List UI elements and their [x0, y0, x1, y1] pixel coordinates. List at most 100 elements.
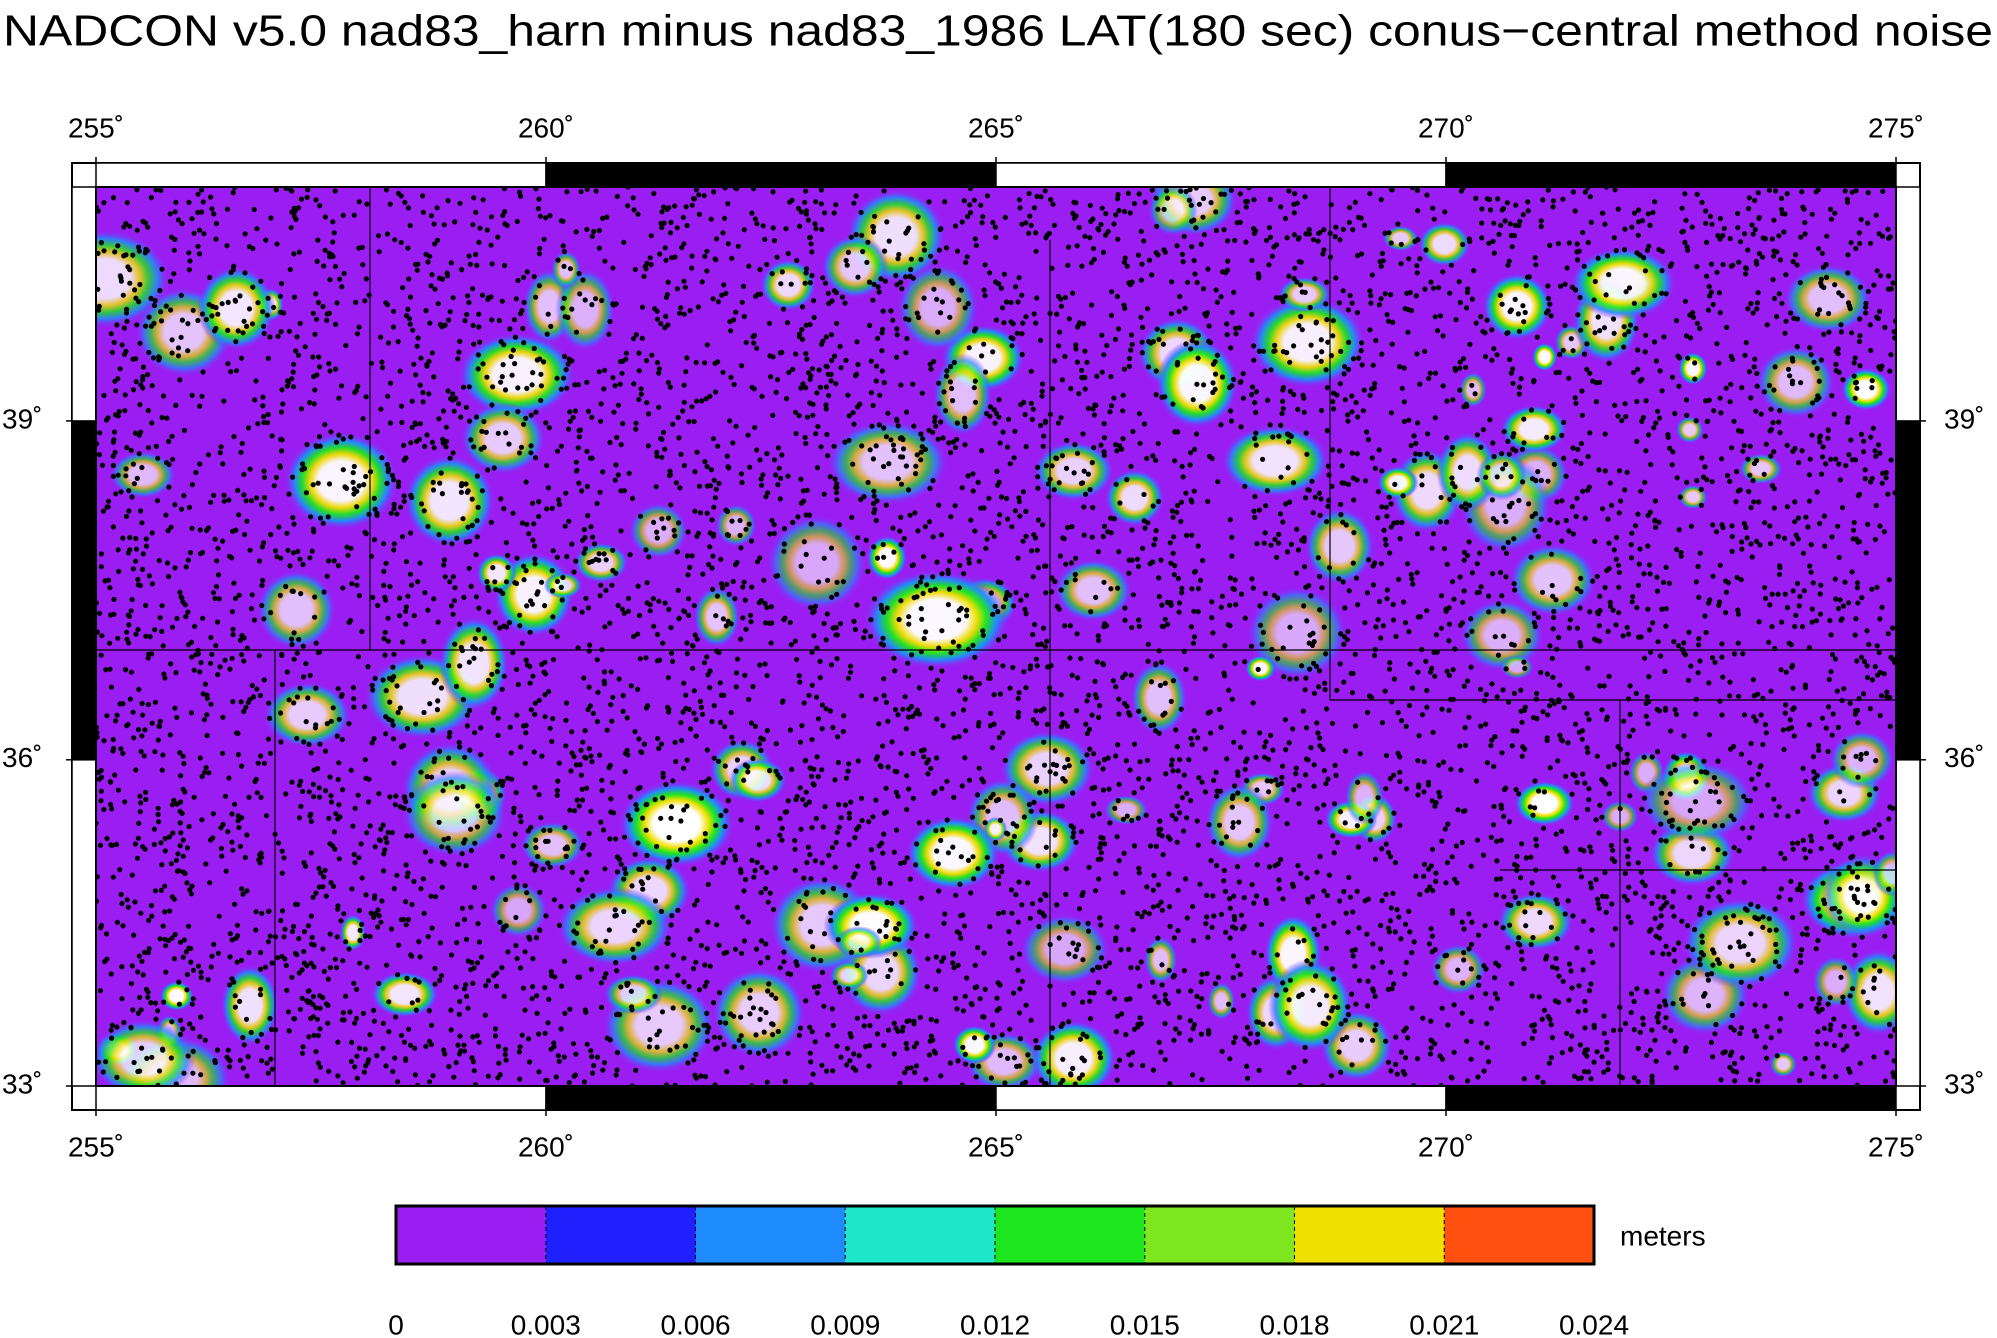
noise-blob: [339, 914, 366, 952]
noise-blob: [897, 263, 979, 352]
noise-blob: [283, 431, 399, 531]
noise-blob: [220, 965, 279, 1046]
noise-blob: [1382, 225, 1419, 252]
station-dots: [96, 187, 1896, 1086]
noise-blob: [1130, 660, 1188, 736]
x-tick-label: 265˚: [968, 112, 1024, 143]
axes: 255˚ 255˚ 260˚ 260˚ 265˚ 265˚ 270˚ 270˚ 275˚ 275˚…: [2, 112, 1984, 1162]
frame-band: [71, 186, 97, 422]
noise-blob: [933, 353, 993, 436]
colorbar-segment: [396, 1206, 546, 1264]
y-tick-label: 36˚: [2, 742, 42, 773]
frame-band: [1895, 186, 1921, 422]
map-border: [95, 186, 1897, 1087]
map-title: NADCON v5.0 nad83_harn minus nad83_1986 …: [3, 7, 1993, 56]
noise-blob: [1418, 221, 1471, 267]
noise-blob: [603, 974, 663, 1015]
noise-blob: [829, 960, 869, 991]
map-area: [96, 187, 1896, 1086]
noise-blob: [263, 681, 351, 748]
noise-blob: [256, 570, 336, 650]
noise-blob: [1054, 558, 1133, 622]
noise-blob: [1344, 769, 1385, 826]
x-tick-label: 255˚: [68, 112, 124, 143]
colorbar-tick-label: 0.018: [1259, 1309, 1329, 1338]
x-tick-label: 270˚: [1418, 1131, 1474, 1162]
x-tick-label: 265˚: [968, 1131, 1024, 1162]
noise-blob: [835, 925, 883, 959]
frame-band: [1445, 1085, 1897, 1111]
frame-band: [1895, 759, 1921, 1087]
colorbar-segment: [1444, 1206, 1594, 1264]
noise-blob: [573, 542, 629, 583]
noise-blob: [1497, 892, 1574, 952]
noise-blob: [1148, 187, 1198, 236]
noise-blob: [1756, 345, 1835, 419]
colorbar-segment: [695, 1206, 846, 1264]
noise-blob: [712, 967, 806, 1059]
colorbar-segment: [1294, 1206, 1445, 1264]
noise-blob: [1812, 955, 1860, 1008]
x-tick-label: 255˚: [68, 1131, 124, 1162]
colorbar-tick-label: 0.012: [960, 1309, 1030, 1338]
colorbar-tick-label: 0.006: [660, 1309, 730, 1338]
noise-blob: [1476, 450, 1528, 501]
noise-blob: [1268, 958, 1353, 1053]
noise-blob: [760, 259, 817, 312]
noise-blob: [109, 450, 176, 499]
x-tick-label: 260˚: [518, 1131, 574, 1162]
noise-blob: [906, 815, 1001, 891]
noise-blob: [1678, 351, 1708, 386]
colorbar-label: meters: [1620, 1220, 1706, 1251]
noise-blob: [1738, 453, 1783, 485]
colorbar-segment: [1144, 1206, 1295, 1264]
colorbar-segment: [545, 1206, 696, 1264]
colorbar-segment: [995, 1206, 1145, 1264]
colorbar-segment: [845, 1206, 995, 1264]
noise-blob: [1872, 850, 1896, 897]
noise-blob: [489, 882, 548, 938]
y-tick-label: 36˚: [1944, 742, 1984, 773]
noise-blob: [370, 971, 439, 1018]
noise-blob: [1769, 1050, 1797, 1078]
noise-blob: [1841, 367, 1892, 411]
y-tick-label: 33˚: [2, 1068, 42, 1099]
noise-blob: [1221, 424, 1330, 498]
noise-blob: [983, 816, 1008, 842]
x-tick-label: 275˚: [1868, 1131, 1924, 1162]
state-boundaries: [96, 187, 1896, 1086]
noise-blob: [1482, 272, 1552, 341]
colorbar: 0 0.003 0.006 0.009 0.012 0.015 0.018 0.021 0.02…: [388, 1204, 1706, 1338]
noise-blob: [1377, 466, 1419, 500]
noise-blob: [1207, 982, 1236, 1021]
colorbar-tick-label: 0.015: [1110, 1309, 1180, 1338]
frame-band: [545, 1085, 997, 1111]
frame-band: [995, 162, 1447, 188]
noise-blob: [1514, 780, 1575, 827]
noise-blob: [1020, 914, 1110, 985]
y-tick-label: 39˚: [2, 403, 42, 434]
frame-band: [95, 1085, 547, 1111]
colorbar-tick-label: 0.003: [511, 1309, 581, 1338]
noise-blob: [1783, 264, 1872, 334]
noise-blob: [1675, 416, 1704, 444]
noise-blob: [1570, 247, 1676, 320]
noise-blob: [766, 515, 867, 611]
frame-band: [545, 162, 997, 188]
noise-blob: [96, 1019, 196, 1086]
frame-band: [95, 162, 547, 188]
noise-blob: [96, 229, 170, 329]
noise-blob: [1104, 469, 1165, 527]
noise-blob: [1500, 404, 1568, 454]
noise-blob: [1509, 543, 1597, 617]
noise-blob: [401, 770, 508, 857]
noise-blob: [866, 535, 908, 581]
frame-band: [995, 1085, 1447, 1111]
x-tick-label: 270˚: [1418, 112, 1474, 143]
colorbar-tick-label: 0.009: [810, 1309, 880, 1338]
frame-band: [71, 759, 97, 1087]
frame-band: [1895, 420, 1921, 761]
colorbar-tick-label: 0.024: [1559, 1309, 1629, 1338]
noise-blob: [476, 553, 517, 593]
